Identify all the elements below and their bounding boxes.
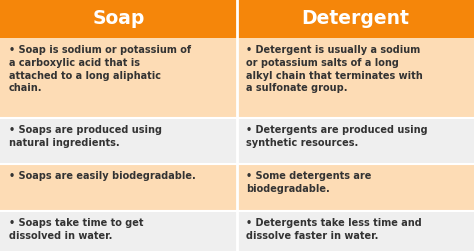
Text: • Soaps are easily biodegradable.: • Soaps are easily biodegradable. [9, 171, 196, 181]
Bar [0, 38, 237, 118]
Bar [237, 38, 474, 118]
Text: Detergent: Detergent [301, 10, 410, 28]
Bar [237, 211, 474, 252]
Bar [237, 164, 474, 211]
Bar [0, 164, 237, 211]
Text: • Soap is sodium or potassium of
a carboxylic acid that is
attached to a long al: • Soap is sodium or potassium of a carbo… [9, 45, 191, 93]
Text: • Soaps take time to get
dissolved in water.: • Soaps take time to get dissolved in wa… [9, 218, 144, 241]
Bar [0, 211, 237, 252]
Bar [237, 118, 474, 164]
Text: • Detergent is usually a sodium
or potassium salts of a long
alkyl chain that te: • Detergent is usually a sodium or potas… [246, 45, 423, 93]
Bar [0, 0, 237, 38]
Text: • Some detergents are
biodegradable.: • Some detergents are biodegradable. [246, 171, 371, 194]
Text: Soap: Soap [92, 10, 145, 28]
Bar [237, 0, 474, 38]
Text: • Soaps are produced using
natural ingredients.: • Soaps are produced using natural ingre… [9, 125, 162, 148]
Text: • Detergents are produced using
synthetic resources.: • Detergents are produced using syntheti… [246, 125, 428, 148]
Bar [0, 118, 237, 164]
Text: • Detergents take less time and
dissolve faster in water.: • Detergents take less time and dissolve… [246, 218, 422, 241]
